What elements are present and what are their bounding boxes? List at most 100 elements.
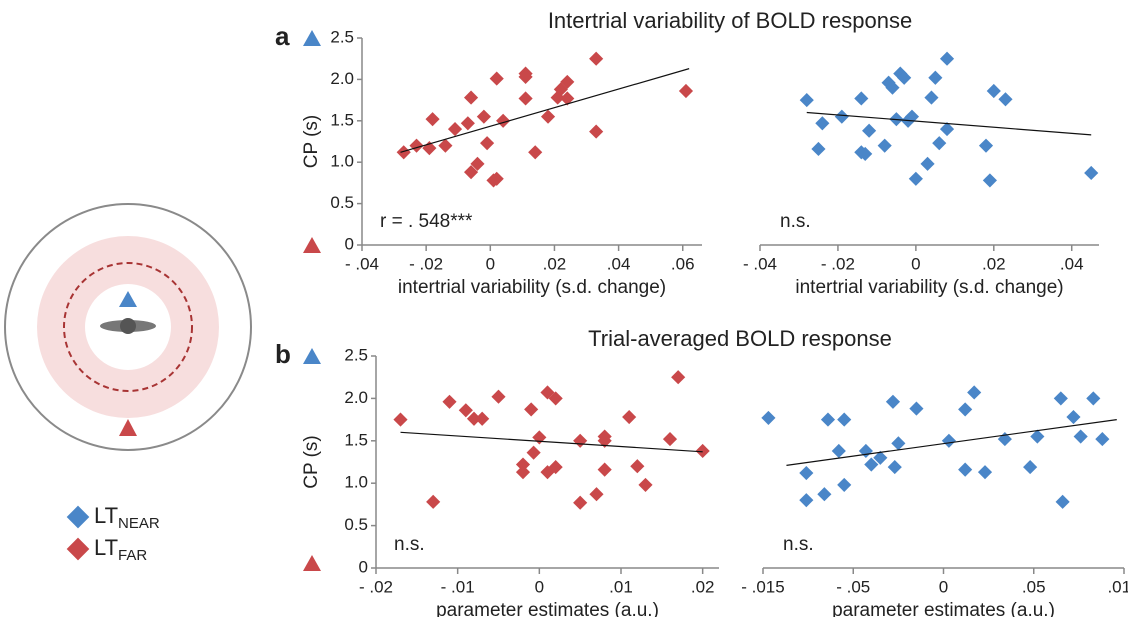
point [941, 433, 956, 448]
point [909, 401, 924, 416]
point [1053, 391, 1068, 406]
y-tick-label: 0.5 [330, 193, 354, 212]
y-tick-label: 2.5 [330, 27, 354, 46]
point [442, 394, 457, 409]
legend-subscript: FAR [118, 547, 147, 564]
point [438, 138, 453, 153]
point [466, 411, 482, 426]
point [928, 70, 943, 85]
legend-swatch [66, 537, 90, 561]
point [463, 165, 479, 180]
point [887, 460, 902, 475]
point [458, 403, 473, 418]
point [425, 112, 440, 127]
point [560, 74, 575, 89]
point [837, 412, 852, 427]
point [932, 136, 947, 151]
x-tick-label: - .01 [441, 577, 475, 596]
point [540, 109, 556, 124]
point [858, 443, 873, 459]
point [548, 460, 563, 475]
point [573, 433, 588, 448]
annotation: n.s. [783, 534, 814, 555]
x-tick-label: .02 [691, 577, 715, 596]
x-tick-label: .05 [1022, 577, 1046, 596]
point [489, 71, 504, 86]
point [518, 69, 533, 84]
point [528, 145, 543, 160]
point [597, 429, 612, 444]
x-axis-label: intertrial variability (s.d. change) [795, 277, 1063, 298]
point [496, 113, 511, 128]
panel-letter: a [275, 21, 290, 51]
agent-head [120, 318, 136, 334]
point [589, 51, 604, 66]
point [873, 450, 888, 465]
point [526, 445, 541, 460]
panel-title: Trial-averaged BOLD response [588, 326, 892, 351]
point [589, 487, 604, 502]
point [864, 457, 879, 472]
point [831, 443, 846, 459]
legend-swatch [66, 505, 90, 529]
panel-title: Intertrial variability of BOLD response [548, 8, 912, 33]
point [597, 462, 612, 477]
legend: LTNEAR LTFAR [66, 503, 160, 564]
x-axis-label: parameter estimates (a.u.) [832, 600, 1055, 617]
trend-line [786, 419, 1117, 466]
point [1095, 432, 1110, 447]
point [524, 402, 539, 417]
point [897, 70, 912, 85]
point [622, 409, 637, 425]
point [958, 402, 973, 417]
boundary [63, 262, 193, 392]
point [1030, 429, 1045, 444]
legend-label: LTNEAR [94, 503, 160, 532]
x-tick-label: .04 [1060, 254, 1084, 273]
near-marker [303, 348, 321, 364]
stimulus-diagram [4, 203, 252, 451]
y-tick-label: 1.0 [344, 473, 368, 492]
point [573, 495, 588, 510]
point [799, 465, 814, 481]
point [1084, 165, 1099, 181]
trend-line [400, 68, 690, 153]
point [939, 51, 955, 66]
legend-label: LTFAR [94, 535, 147, 564]
near-target [119, 291, 137, 307]
point [891, 436, 906, 451]
point [958, 462, 973, 477]
trend-line [400, 431, 703, 453]
chart: - .02 - .01 0 .01 .02 0 0.5 1.0 1.5 2.0 2.5 paramet… [301, 345, 719, 621]
chart: - .015 - .05 0 .05 .015 parameter estimates (… [741, 385, 1128, 621]
legend-text: LT [94, 535, 118, 560]
point [939, 122, 955, 137]
x-tick-label: - .04 [743, 254, 777, 273]
x-tick-label: .04 [607, 254, 631, 273]
point [885, 80, 900, 95]
point [638, 477, 653, 492]
point [862, 123, 877, 138]
y-tick-label: 0 [359, 557, 368, 576]
x-tick-label: 0 [486, 254, 495, 273]
point [837, 477, 852, 492]
point [820, 412, 836, 427]
y-tick-label: 1.0 [330, 152, 354, 171]
x-tick-label: .02 [543, 254, 567, 273]
x-tick-label: 0 [911, 254, 920, 273]
y-tick-label: 0 [345, 234, 354, 253]
point [460, 116, 475, 131]
point [695, 443, 710, 459]
legend-subscript: NEAR [118, 515, 160, 532]
point [854, 91, 869, 106]
x-tick-label: - .02 [409, 254, 443, 273]
annotation: n.s. [394, 534, 425, 555]
point [560, 91, 575, 106]
point [986, 83, 1001, 99]
point [532, 430, 547, 445]
x-axis-label: parameter estimates (a.u.) [436, 600, 659, 617]
point [815, 116, 830, 131]
point [817, 487, 832, 502]
point [1023, 460, 1038, 475]
